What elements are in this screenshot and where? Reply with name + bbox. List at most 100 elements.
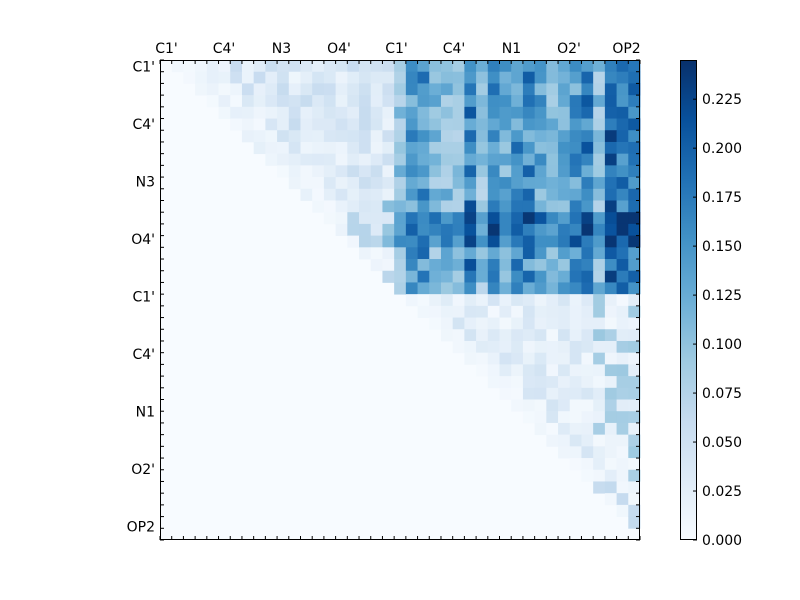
heatmap-cell <box>440 95 454 108</box>
heatmap-cell <box>581 106 594 119</box>
heatmap-cell <box>628 352 641 365</box>
heatmap-cell <box>277 60 290 73</box>
heatmap-cell <box>616 177 629 190</box>
heatmap-cell <box>359 223 372 237</box>
heatmap-cell <box>394 130 407 143</box>
heatmap-cell <box>628 259 641 272</box>
heatmap-cell <box>300 83 313 96</box>
heatmap-cell <box>464 188 477 201</box>
heatmap-cell <box>452 141 465 155</box>
heatmap-cell <box>429 282 442 295</box>
heatmap-cell <box>347 165 360 178</box>
heatmap-cell <box>558 364 571 377</box>
heatmap-cell <box>300 95 313 108</box>
heatmap-cell <box>347 200 360 213</box>
heatmap-cell <box>487 188 500 201</box>
heatmap-cell <box>604 83 617 96</box>
heatmap-cell <box>581 458 594 471</box>
heatmap-cell <box>604 364 617 377</box>
heatmap-cell <box>593 83 606 96</box>
heatmap-cell <box>558 153 571 166</box>
heatmap-cell <box>616 469 629 482</box>
heatmap-cell <box>370 141 383 155</box>
heatmap-cell <box>581 95 594 108</box>
heatmap-cell <box>499 329 512 342</box>
heatmap-cell <box>499 294 512 307</box>
heatmap-cell <box>405 130 418 143</box>
heatmap-cell <box>604 469 617 482</box>
heatmap-cell <box>558 200 571 213</box>
heatmap-cell <box>429 130 442 143</box>
heatmap-cell <box>616 434 629 447</box>
heatmap-cell <box>499 200 512 213</box>
heatmap-cell <box>288 60 301 73</box>
heatmap-cell <box>440 130 454 143</box>
x-tick-label: C4' <box>443 41 466 57</box>
heatmap-cell <box>593 270 606 283</box>
heatmap-cell <box>464 71 477 84</box>
heatmap-cell <box>487 340 500 354</box>
heatmap-cell <box>323 141 337 155</box>
heatmap-cell <box>628 329 641 342</box>
heatmap-cell <box>417 223 430 237</box>
heatmap-cell <box>487 270 500 283</box>
heatmap-cell <box>464 106 477 119</box>
heatmap-cell <box>616 60 629 73</box>
heatmap-cell <box>499 223 512 237</box>
heatmap-cell <box>499 247 512 260</box>
heatmap-cell <box>522 153 536 166</box>
heatmap-cell <box>300 71 313 84</box>
heatmap-cell <box>593 434 606 447</box>
heatmap-cell <box>417 270 430 283</box>
heatmap-cell <box>300 188 313 201</box>
heatmap-cell <box>241 60 255 73</box>
heatmap-cell <box>487 83 500 96</box>
heatmap-cell <box>394 270 407 283</box>
heatmap-cell <box>581 188 594 201</box>
minor-ticks <box>159 59 641 541</box>
heatmap-cell <box>604 270 617 283</box>
heatmap-cell <box>429 223 442 237</box>
heatmap-cell <box>593 71 606 84</box>
heatmap-cell <box>499 376 512 389</box>
heatmap-cell <box>359 200 372 213</box>
heatmap-cell <box>347 130 360 143</box>
heatmap-cell <box>593 60 606 73</box>
heatmap-cell <box>464 177 477 190</box>
heatmap-cell <box>499 153 512 166</box>
heatmap-cell <box>593 399 606 412</box>
y-tick-label: O2' <box>131 462 155 478</box>
heatmap-cell <box>476 177 489 190</box>
heatmap-cell <box>452 130 465 143</box>
heatmap-cell <box>522 235 536 248</box>
heatmap-cell <box>347 95 360 108</box>
heatmap-cell <box>370 106 383 119</box>
heatmap-cell <box>499 212 512 225</box>
heatmap-cell <box>359 106 372 119</box>
x-tick-label: C1' <box>385 41 408 57</box>
heatmap-cell <box>558 83 571 96</box>
heatmap-cell <box>628 516 641 529</box>
heatmap-cell <box>312 153 325 166</box>
heatmap-cell <box>534 212 547 225</box>
heatmap-cell <box>593 329 606 342</box>
heatmap-cell <box>394 141 407 155</box>
heatmap-cell <box>511 329 524 342</box>
heatmap-cell <box>277 83 290 96</box>
heatmap-cell <box>394 60 407 73</box>
heatmap-cell <box>522 329 536 342</box>
heatmap-cell <box>452 340 465 354</box>
heatmap-cell <box>581 376 594 389</box>
heatmap-cell <box>569 422 582 436</box>
heatmap-cell <box>370 223 383 237</box>
heatmap-cell <box>440 188 454 201</box>
heatmap-cell <box>604 352 617 365</box>
heatmap-cell <box>382 223 395 237</box>
heatmap-cell <box>464 118 477 131</box>
heatmap-cell <box>487 235 500 248</box>
heatmap-cell <box>312 177 325 190</box>
heatmap-cell <box>593 200 606 213</box>
heatmap-cell <box>487 329 500 342</box>
heatmap-cell <box>394 153 407 166</box>
heatmap-cell <box>593 223 606 237</box>
